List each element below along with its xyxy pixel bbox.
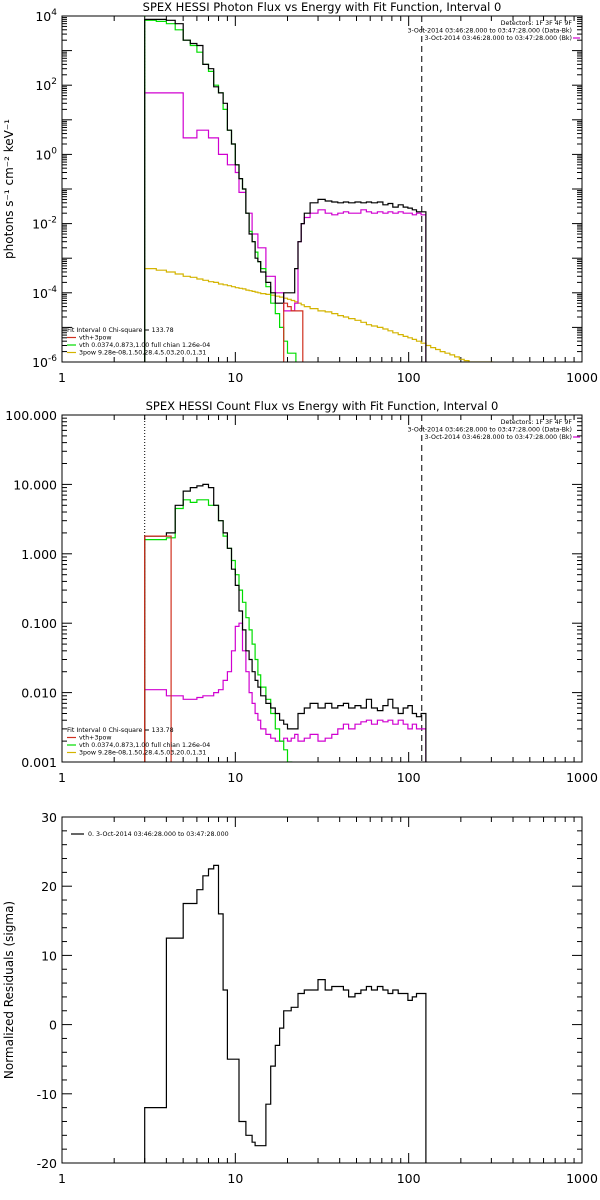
y-ticks [62,816,582,1164]
y-tick-label: 0.010 [21,686,57,701]
y-tick-label: 10-6 [32,354,57,370]
chart-title: SPEX HESSI Count Flux vs Energy with Fit… [146,399,499,413]
x-tick-label: 10 [227,1171,243,1186]
series-background [144,92,427,362]
legend-label: vth 0.0374,0.873,1.00 full chian 1.26e-0… [79,342,210,349]
series-vth [144,499,293,762]
series-group [144,18,494,362]
legend-label: vth+3pow [79,335,111,342]
y-tick-base: 10 [32,217,48,232]
y-ticks [62,17,582,363]
x-tick-label: 10 [227,370,243,385]
legend-label: 3pow 9.28e-08,1.50,28.4,5.03,20.0,1.31 [79,350,206,357]
y-tick-label: 1.000 [21,547,57,562]
info-line: 3-Oct-2014 03:46:28.000 to 03:47:28.000 … [407,427,572,434]
series-data [144,483,427,762]
series-group [144,483,427,762]
y-tick-label: 10-4 [32,285,57,301]
y-tick-label: -20 [37,1156,57,1171]
series-pow [144,268,494,362]
x-tick-label: 1000 [566,370,598,385]
y-tick-label: 100.000 [5,408,57,423]
panel-2: SPEX HESSI Count Flux vs Energy with Fit… [5,399,598,785]
plot-frame [61,15,583,363]
y-tick-base: 10 [35,9,51,24]
y-tick-base: 10 [35,147,51,162]
x-tick-label: 10 [227,770,243,785]
legend-label: Fit Interval 0 Chi-square = 133.78 [67,327,174,334]
y-tick-exponent: -6 [48,354,57,364]
x-tick-label: 100 [397,1171,421,1186]
info-line: Detectors: 1F 3F 4F 9F [501,419,573,426]
x-tick-label: 1000 [566,770,598,785]
series-data [144,864,427,1163]
y-tick-base: 10 [35,78,51,93]
series-background [144,622,427,762]
panel-1: SPEX HESSI Photon Flux vs Energy with Fi… [2,0,598,385]
y-ticks [62,417,582,763]
x-ticks [61,16,583,362]
panel-3: Normalized Residuals (sigma)1 10 100 1000-2… [2,810,598,1186]
series-vth [144,19,297,362]
y-axis-label: photons s⁻¹ cm⁻² keV⁻¹ [2,119,16,259]
y-tick-exponent: 2 [51,77,57,87]
plot-frame [61,414,583,763]
x-tick-label: 1000 [566,1171,598,1186]
y-tick-label: 10 [41,948,57,963]
y-tick-exponent: 0 [51,146,57,156]
y-tick-exponent: -2 [48,216,57,226]
y-tick-base: 10 [32,286,48,301]
legend-label: vth+3pow [79,735,111,742]
chart-title: SPEX HESSI Photon Flux vs Energy with Fi… [143,0,502,14]
y-tick-base: 10 [32,355,48,370]
y-tick-label: 0 [49,1018,57,1033]
y-tick-exponent: 4 [51,8,57,18]
x-tick-label: 100 [397,770,421,785]
y-tick-label: 104 [35,8,57,24]
x-ticks [61,415,583,762]
legend-label: 0. 3-Oct-2014 03:46:28.000 to 03:47:28.0… [88,831,229,838]
x-tick-label: 1 [58,770,66,785]
series-data [144,18,427,362]
info-line: Detectors: 1F 3F 4F 9F [501,20,573,27]
y-tick-label: 0.001 [21,755,57,770]
x-tick-label: 1 [58,370,66,385]
x-tick-label: 1 [58,1171,66,1186]
info-line: 3-Oct-2014 03:46:28.000 to 03:47:28.000 … [425,434,572,441]
legend-label: 3pow 9.28e-08,1.50,28.4,5.03,20.0,1.31 [79,750,206,757]
y-tick-label: 0.100 [21,616,57,631]
plot-frame [61,816,583,1164]
y-tick-label: 100 [35,146,57,162]
series-total [283,302,304,362]
y-tick-label: 20 [41,879,57,894]
y-tick-exponent: -4 [48,285,57,295]
info-line: 3-Oct-2014 03:46:28.000 to 03:47:28.000 … [407,28,572,35]
series-total [144,535,172,762]
x-ticks [61,817,583,1163]
y-tick-label: -10 [37,1087,57,1102]
x-tick-label: 100 [397,370,421,385]
y-tick-label: 30 [41,810,57,825]
legend-label: Fit Interval 0 Chi-square = 133.78 [67,727,174,734]
y-axis-label: Normalized Residuals (sigma) [2,901,16,1079]
legend-label: vth 0.0374,0.873,1.00 full chian 1.26e-0… [79,742,210,749]
info-line: 3-Oct-2014 03:46:28.000 to 03:47:28.000 … [425,35,572,42]
y-tick-label: 10-2 [32,216,57,232]
y-tick-label: 102 [35,77,57,93]
series-group [144,864,427,1163]
y-tick-label: 10.000 [13,477,57,492]
